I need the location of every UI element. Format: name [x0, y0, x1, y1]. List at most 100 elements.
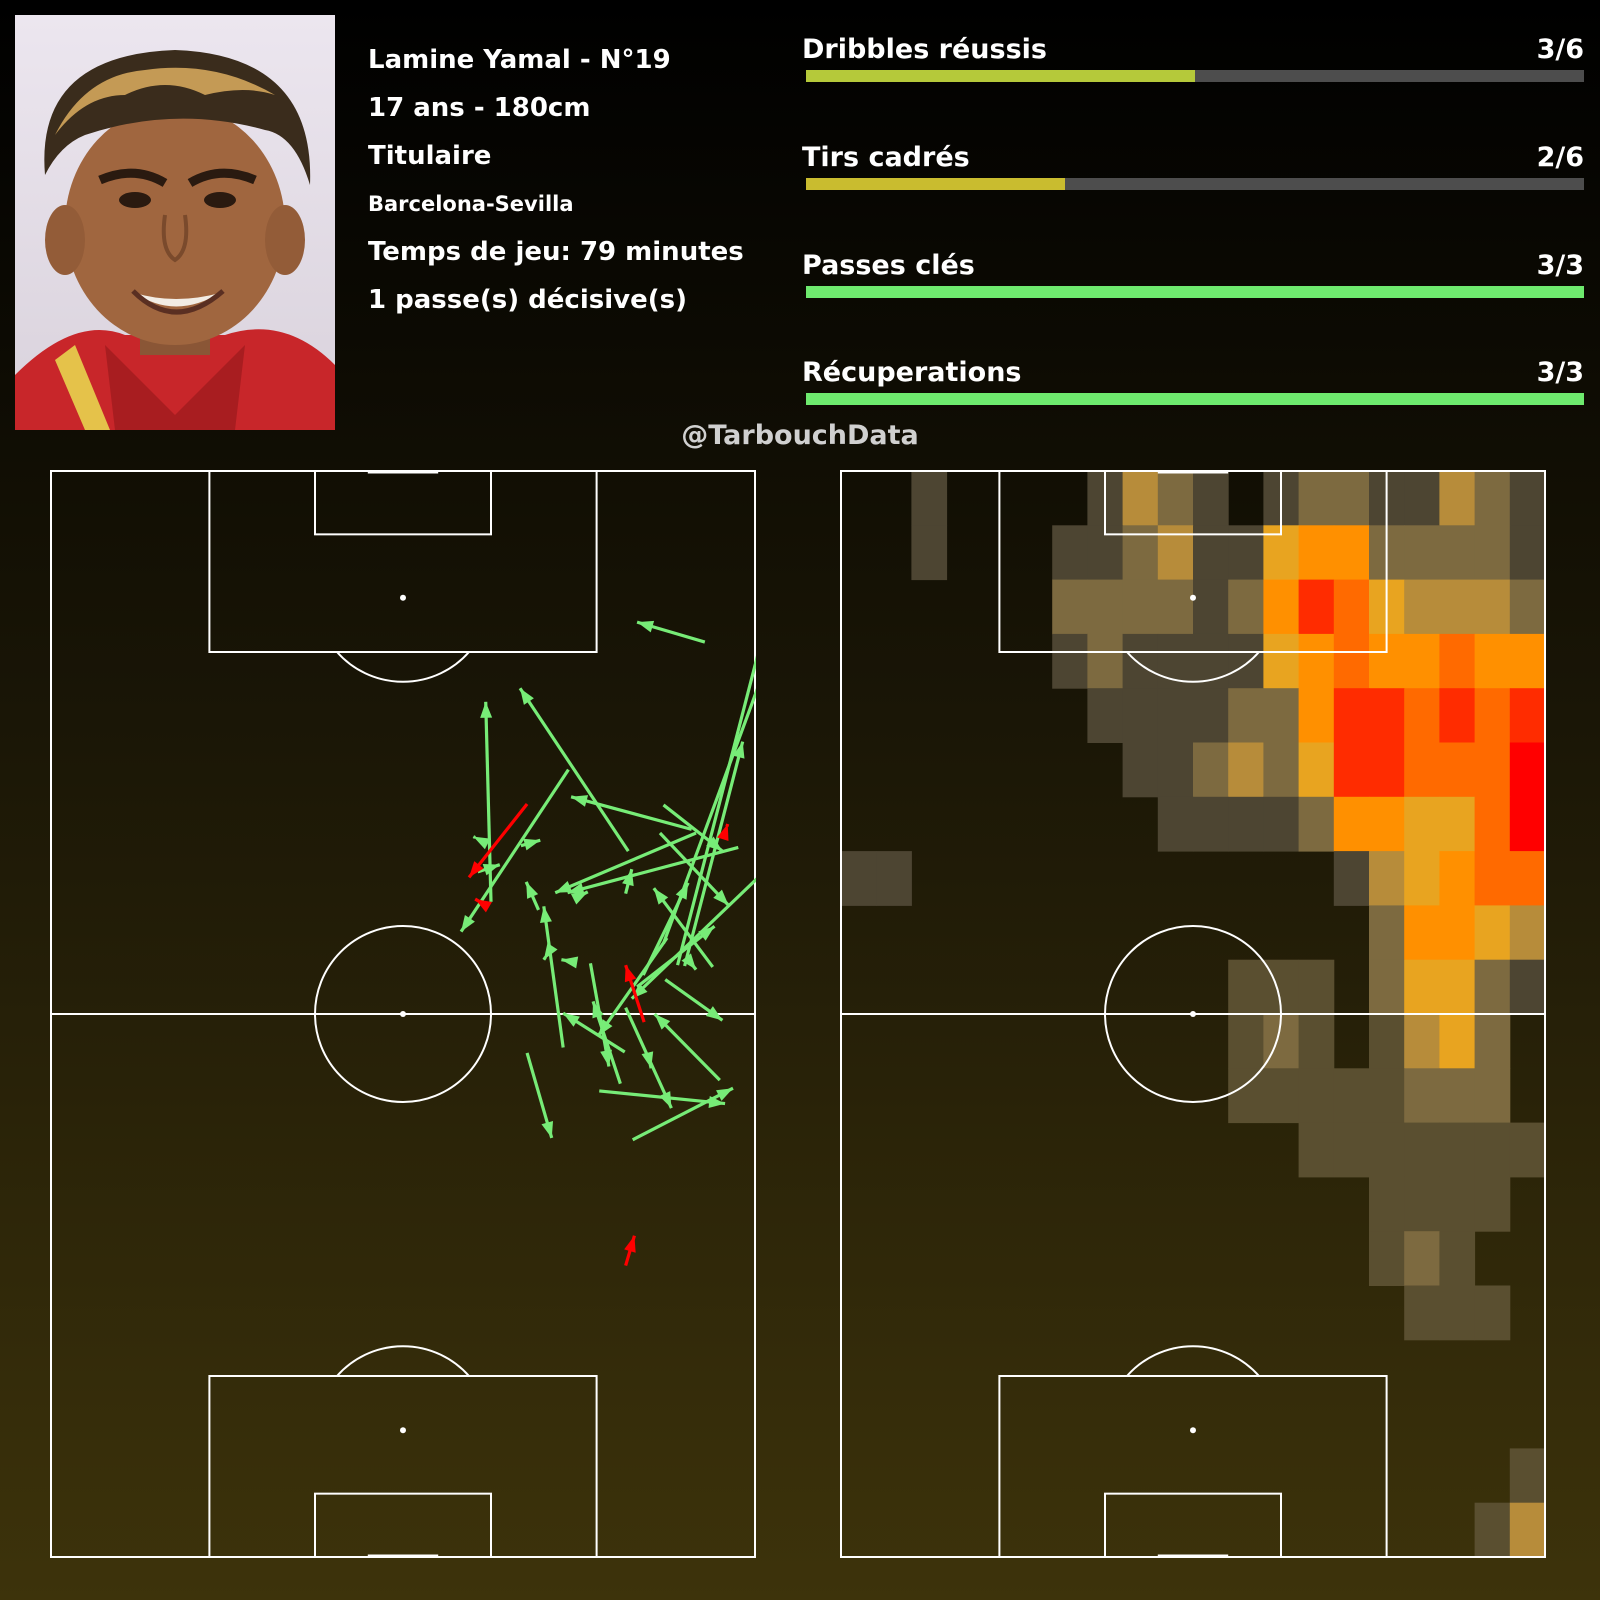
heatmap-cell	[1474, 579, 1511, 635]
heatmap-cell	[1228, 579, 1264, 635]
heatmap-cell	[1439, 633, 1476, 689]
pass-arrowhead	[571, 795, 589, 807]
pass-arrow-completed	[561, 956, 579, 969]
heatmap-cell	[1509, 796, 1546, 852]
heatmap-cell	[1474, 471, 1511, 526]
stat-bar-fill	[806, 286, 1584, 298]
heatmap-cell	[1263, 688, 1300, 743]
heatmap-cell	[1333, 851, 1370, 906]
pass-arrow-completed	[636, 620, 706, 644]
heatmap-cell	[1298, 796, 1335, 852]
player-info: Lamine Yamal - N°19 17 ans - 180cm Titul…	[368, 36, 744, 324]
heatmap-cell	[1439, 579, 1476, 635]
pass-arrow-completed	[622, 868, 634, 895]
heatmap-cell	[1157, 471, 1194, 526]
pass-arrowhead	[469, 861, 484, 878]
pass-arrowhead	[473, 836, 491, 850]
heatmap-cell	[1439, 1231, 1476, 1286]
heatmap-cell	[1439, 1122, 1476, 1178]
heatmap-cell	[1404, 959, 1440, 1015]
heatmap-cell	[1333, 1122, 1370, 1178]
player-portrait-illustration	[15, 50, 335, 430]
pass-arrow-completed	[653, 1012, 721, 1082]
pass-arrowhead	[713, 889, 729, 906]
heatmap-cell	[1404, 742, 1440, 798]
heatmap-cell	[1122, 471, 1159, 526]
heatmap-cell	[1509, 471, 1546, 526]
stat-bar-track	[806, 178, 1584, 190]
stat-bar-track	[806, 70, 1584, 82]
heatmap-cell	[1228, 796, 1264, 852]
heatmap-cell	[1404, 1231, 1440, 1286]
pass-arrow-completed	[518, 687, 630, 852]
heatmap-cell	[1474, 959, 1511, 1015]
heatmap-cell	[1404, 633, 1440, 689]
pass-arrowhead	[482, 863, 500, 876]
assists-count: 1 passe(s) décisive(s)	[368, 285, 687, 315]
pass-arrow-completed	[554, 831, 697, 895]
pass-arrowhead	[653, 888, 669, 905]
heatmap-cell	[1439, 905, 1476, 961]
pass-arrow-completed	[540, 906, 565, 1048]
pass-line	[661, 687, 756, 944]
penalty-spot-bottom	[400, 1427, 406, 1434]
heatmap-cell	[1509, 525, 1546, 581]
heatmap-cell	[1369, 742, 1405, 798]
heatmap-cell	[1228, 1014, 1264, 1069]
pass-map-pitch	[50, 470, 756, 1558]
heatmap-cell	[1509, 579, 1546, 635]
heatmap-cell	[1157, 742, 1194, 798]
heatmap-cell	[1509, 959, 1546, 1015]
heatmap-cell	[1439, 1285, 1476, 1341]
pass-arrowhead	[475, 899, 492, 913]
stat-label: Tirs cadrés	[802, 142, 970, 173]
heatmap-cell	[1298, 1122, 1335, 1178]
heatmap-cell	[1439, 959, 1476, 1015]
stat-value: 3/3	[1536, 250, 1584, 281]
pass-arrow-completed	[591, 1000, 622, 1085]
heatmap-cell	[1404, 525, 1440, 581]
centre-circle	[314, 925, 492, 1103]
pass-line	[636, 924, 716, 989]
heatmap-cell	[1439, 851, 1476, 906]
player-photo	[15, 15, 335, 430]
pass-arrowhead	[705, 1006, 723, 1021]
player-name: Lamine Yamal - N°19	[368, 45, 671, 75]
heatmap-cell	[841, 851, 877, 906]
heatmap-cell	[1298, 633, 1335, 689]
heatmap-cell	[1333, 796, 1370, 852]
pass-line	[652, 887, 715, 968]
heatmap-cell	[1474, 633, 1511, 689]
heatmap-cell	[1509, 1502, 1546, 1558]
heatmap-cell	[1404, 579, 1440, 635]
pass-arrow-completed	[525, 1052, 554, 1139]
heatmap-cell	[1474, 1502, 1511, 1558]
heatmap-cell	[1369, 959, 1405, 1015]
heatmap-cell	[1404, 471, 1440, 526]
pass-arrow-failed	[474, 897, 492, 913]
heatmap-cells	[841, 471, 1546, 1558]
centre-spot	[1190, 1011, 1196, 1017]
heatmap-cell	[1509, 688, 1546, 743]
pass-arrowhead	[540, 906, 552, 923]
pass-arrow-completed	[524, 881, 540, 911]
heatmap-cell	[1404, 851, 1440, 906]
heatmap-cell	[1404, 1014, 1440, 1069]
heatmap-cell	[1333, 579, 1370, 635]
heatmap-cell	[1298, 525, 1335, 581]
heatmap-cell	[1193, 742, 1229, 798]
heatmap-cell	[1298, 1068, 1335, 1124]
heatmap-cell	[1404, 1122, 1440, 1178]
pass-arrow-completed	[570, 890, 589, 905]
heatmap-cell	[1474, 525, 1511, 581]
heatmap-cell	[1439, 1068, 1476, 1124]
player-status: Titulaire	[368, 141, 492, 171]
heatmap-pitch	[840, 470, 1546, 1558]
penalty-area-bottom	[998, 1375, 1388, 1558]
stat-bar-fill	[806, 393, 1584, 405]
heatmap-cell	[1474, 742, 1511, 798]
pass-arrowhead	[592, 1001, 604, 1019]
heatmap-cell	[1298, 579, 1335, 635]
centre-spot	[400, 1011, 406, 1017]
heatmap-cell	[1333, 633, 1370, 689]
